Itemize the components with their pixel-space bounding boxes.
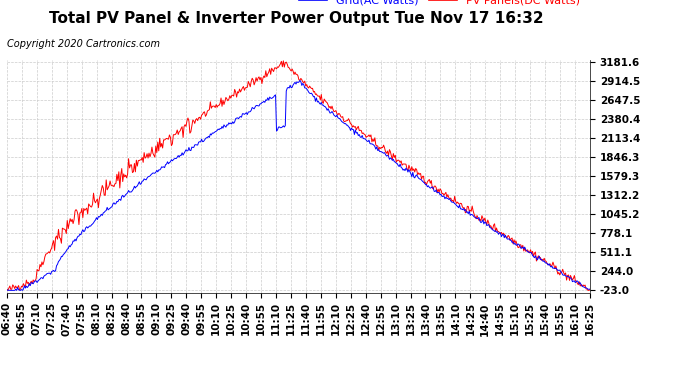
- PV Panels(DC Watts): [3, 287, 11, 291]
- Grid(AC Watts): [3, 288, 12, 292]
- PV Panels(DC Watts): [106, 179, 115, 183]
- Grid(AC Watts): [444, 196, 452, 201]
- PV Panels(DC Watts): [266, 72, 275, 76]
- Line: PV Panels(DC Watts): PV Panels(DC Watts): [7, 61, 590, 290]
- Grid(AC Watts): [268, 96, 276, 101]
- Grid(AC Watts): [394, 163, 402, 168]
- PV Panels(DC Watts): [279, 58, 288, 63]
- PV Panels(DC Watts): [347, 122, 355, 126]
- Line: Grid(AC Watts): Grid(AC Watts): [7, 80, 590, 290]
- Text: Total PV Panel & Inverter Power Output Tue Nov 17 16:32: Total PV Panel & Inverter Power Output T…: [50, 11, 544, 26]
- Grid(AC Watts): [348, 127, 357, 132]
- PV Panels(DC Watts): [586, 287, 594, 292]
- Grid(AC Watts): [3, 288, 11, 292]
- Grid(AC Watts): [107, 205, 115, 210]
- Text: Copyright 2020 Cartronics.com: Copyright 2020 Cartronics.com: [7, 39, 160, 50]
- PV Panels(DC Watts): [393, 158, 402, 163]
- Grid(AC Watts): [586, 287, 594, 291]
- Legend: Grid(AC Watts), PV Panels(DC Watts): Grid(AC Watts), PV Panels(DC Watts): [295, 0, 584, 10]
- PV Panels(DC Watts): [152, 150, 161, 155]
- Grid(AC Watts): [296, 78, 304, 82]
- PV Panels(DC Watts): [584, 288, 592, 292]
- PV Panels(DC Watts): [443, 195, 451, 200]
- Grid(AC Watts): [154, 170, 162, 174]
